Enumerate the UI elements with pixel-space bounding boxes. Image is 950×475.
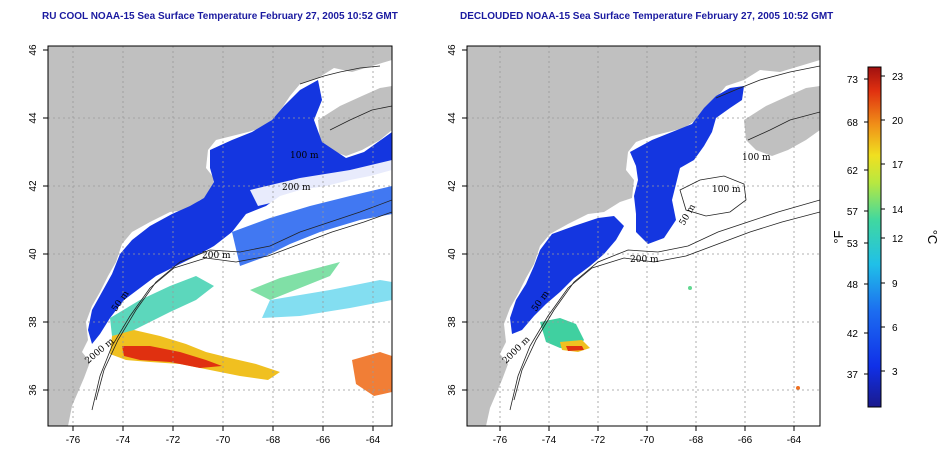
- left-y-tick-label: 38: [28, 316, 39, 328]
- left-gulf-stream-warm: [110, 330, 280, 380]
- left-grid: [48, 46, 392, 426]
- left-gulf-stream-hot: [122, 346, 222, 368]
- right-cold-water-shelf: [510, 216, 624, 334]
- left-cold-water: [88, 80, 392, 344]
- colorbar-f-tick-label: 42: [847, 329, 859, 340]
- left-cold-water-offshore: [232, 186, 392, 266]
- right-y-ticks: [462, 49, 467, 391]
- right-contour-label-100m-north: 100 m: [742, 153, 771, 163]
- left-y-tick-label: 42: [28, 180, 39, 192]
- left-x-tick-label: -64: [366, 435, 381, 446]
- colorbar-f-tick-label: 62: [847, 166, 859, 177]
- colorbar-c-tick-label: 20: [892, 116, 904, 127]
- colorbar-gradient: [867, 66, 882, 408]
- right-y-tick-label: 38: [447, 316, 458, 328]
- left-x-ticks: [72, 426, 374, 431]
- right-warm-dot: [796, 386, 800, 390]
- left-mid-water-2: [250, 262, 340, 300]
- colorbar-celsius-ticks: [881, 75, 885, 372]
- right-nova-scotia: [744, 86, 820, 156]
- left-contours: [91, 65, 392, 411]
- left-contour-label-200m-north: 200 m: [282, 183, 311, 193]
- right-x-tick-label: -74: [542, 435, 557, 446]
- left-y-tick-label: 40: [28, 248, 39, 260]
- left-map-title: RU COOL NOAA-15 Sea Surface Temperature …: [42, 11, 398, 22]
- left-warm-patch-east: [352, 352, 392, 396]
- left-x-tick-label: -72: [166, 435, 181, 446]
- right-map-panel: 100 m 100 m 50 m 200 m 50 m 2000 m -76 -…: [447, 44, 821, 446]
- left-x-tick-label: -68: [266, 435, 281, 446]
- right-map-title: DECLOUDED NOAA-15 Sea Surface Temperatur…: [460, 11, 834, 22]
- right-x-tick-label: -70: [640, 435, 655, 446]
- left-mid-water: [110, 276, 214, 336]
- right-x-tick-label: -68: [689, 435, 704, 446]
- left-x-tick-label: -76: [66, 435, 81, 446]
- right-x-tick-label: -76: [493, 435, 508, 446]
- colorbar-fahrenheit-ticks: [864, 78, 868, 375]
- colorbar-c-tick-label: 14: [892, 205, 904, 216]
- colorbar-celsius-label: °C: [925, 230, 940, 245]
- colorbar-c-tick-label: 17: [892, 160, 904, 171]
- left-contour-label-200m-south: 200 m: [202, 251, 231, 261]
- colorbar-c-tick-label: 12: [892, 234, 904, 245]
- left-nova-scotia: [318, 86, 392, 156]
- right-contour-label-200m: 200 m: [630, 255, 659, 265]
- right-y-tick-label: 40: [447, 248, 458, 260]
- left-offshore-speckle: [262, 280, 392, 318]
- left-land: [48, 46, 392, 426]
- colorbar-f-tick-label: 48: [847, 280, 859, 291]
- right-grid: [467, 46, 820, 426]
- right-y-tick-label: 46: [447, 44, 458, 56]
- colorbar-f-tick-label: 53: [847, 239, 859, 250]
- right-contour-label-100m-georges: 100 m: [712, 185, 741, 195]
- right-x-tick-label: -64: [787, 435, 802, 446]
- left-y-tick-label: 44: [28, 112, 39, 124]
- left-y-ticks: [43, 49, 48, 391]
- right-mid-dot: [688, 286, 692, 290]
- right-land: [467, 46, 820, 426]
- right-y-tick-label: 36: [447, 384, 458, 396]
- left-x-tick-label: -66: [316, 435, 331, 446]
- left-y-tick-label: 36: [28, 384, 39, 396]
- colorbar-f-tick-label: 73: [847, 75, 859, 86]
- colorbar-f-tick-label: 57: [847, 207, 859, 218]
- right-hot-patch: [566, 346, 584, 351]
- left-y-tick-label: 46: [28, 44, 39, 56]
- left-x-tick-label: -74: [116, 435, 131, 446]
- right-x-tick-label: -66: [738, 435, 753, 446]
- colorbar-c-tick-label: 6: [892, 323, 898, 334]
- left-map-frame: [47, 45, 393, 427]
- temperature-colorbar: 73 68 62 57 53 48 42 37 23 20 17 14 12 9…: [831, 66, 940, 408]
- left-contour-label-100m: 100 m: [290, 151, 319, 161]
- right-map-frame: [466, 45, 821, 427]
- right-y-tick-label: 44: [447, 112, 458, 124]
- colorbar-c-tick-label: 23: [892, 72, 904, 83]
- right-x-ticks: [499, 426, 795, 431]
- right-contours: [509, 65, 820, 411]
- colorbar-c-tick-label: 9: [892, 279, 898, 290]
- right-x-tick-label: -72: [591, 435, 606, 446]
- left-x-tick-label: -70: [216, 435, 231, 446]
- right-cold-water-gulf-of-maine: [630, 86, 744, 244]
- right-y-tick-label: 42: [447, 180, 458, 192]
- colorbar-f-tick-label: 68: [847, 118, 859, 129]
- left-map-panel: 100 m 200 m 200 m 50 m 2000 m -76 -74 -7…: [28, 44, 393, 446]
- colorbar-c-tick-label: 3: [892, 367, 898, 378]
- colorbar-f-tick-label: 37: [847, 370, 859, 381]
- colorbar-fahrenheit-label: °F: [831, 230, 846, 243]
- left-cloud-speckle: [250, 160, 392, 206]
